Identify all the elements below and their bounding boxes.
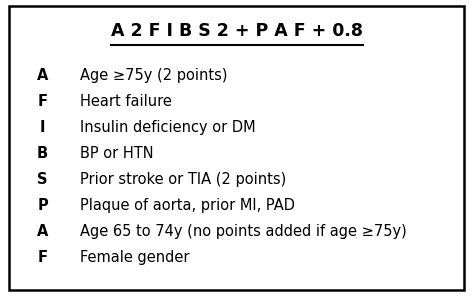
Text: A: A	[37, 224, 48, 239]
Text: F: F	[37, 250, 48, 265]
Text: A: A	[37, 68, 48, 83]
Text: Prior stroke or TIA (2 points): Prior stroke or TIA (2 points)	[80, 172, 287, 187]
Text: I: I	[40, 120, 45, 135]
Text: BP or HTN: BP or HTN	[80, 146, 154, 161]
Text: Female gender: Female gender	[80, 250, 190, 265]
Text: B: B	[37, 146, 48, 161]
Text: P: P	[37, 198, 48, 213]
Text: F: F	[37, 94, 48, 109]
FancyBboxPatch shape	[9, 6, 464, 290]
Text: Insulin deficiency or DM: Insulin deficiency or DM	[80, 120, 256, 135]
Text: Age ≥75y (2 points): Age ≥75y (2 points)	[80, 68, 228, 83]
Text: Age 65 to 74y (no points added if age ≥75y): Age 65 to 74y (no points added if age ≥7…	[80, 224, 407, 239]
Text: Plaque of aorta, prior MI, PAD: Plaque of aorta, prior MI, PAD	[80, 198, 296, 213]
Text: S: S	[37, 172, 48, 187]
Text: A 2 F I B S 2 + P A F + 0.8: A 2 F I B S 2 + P A F + 0.8	[111, 22, 362, 40]
Text: Heart failure: Heart failure	[80, 94, 172, 109]
